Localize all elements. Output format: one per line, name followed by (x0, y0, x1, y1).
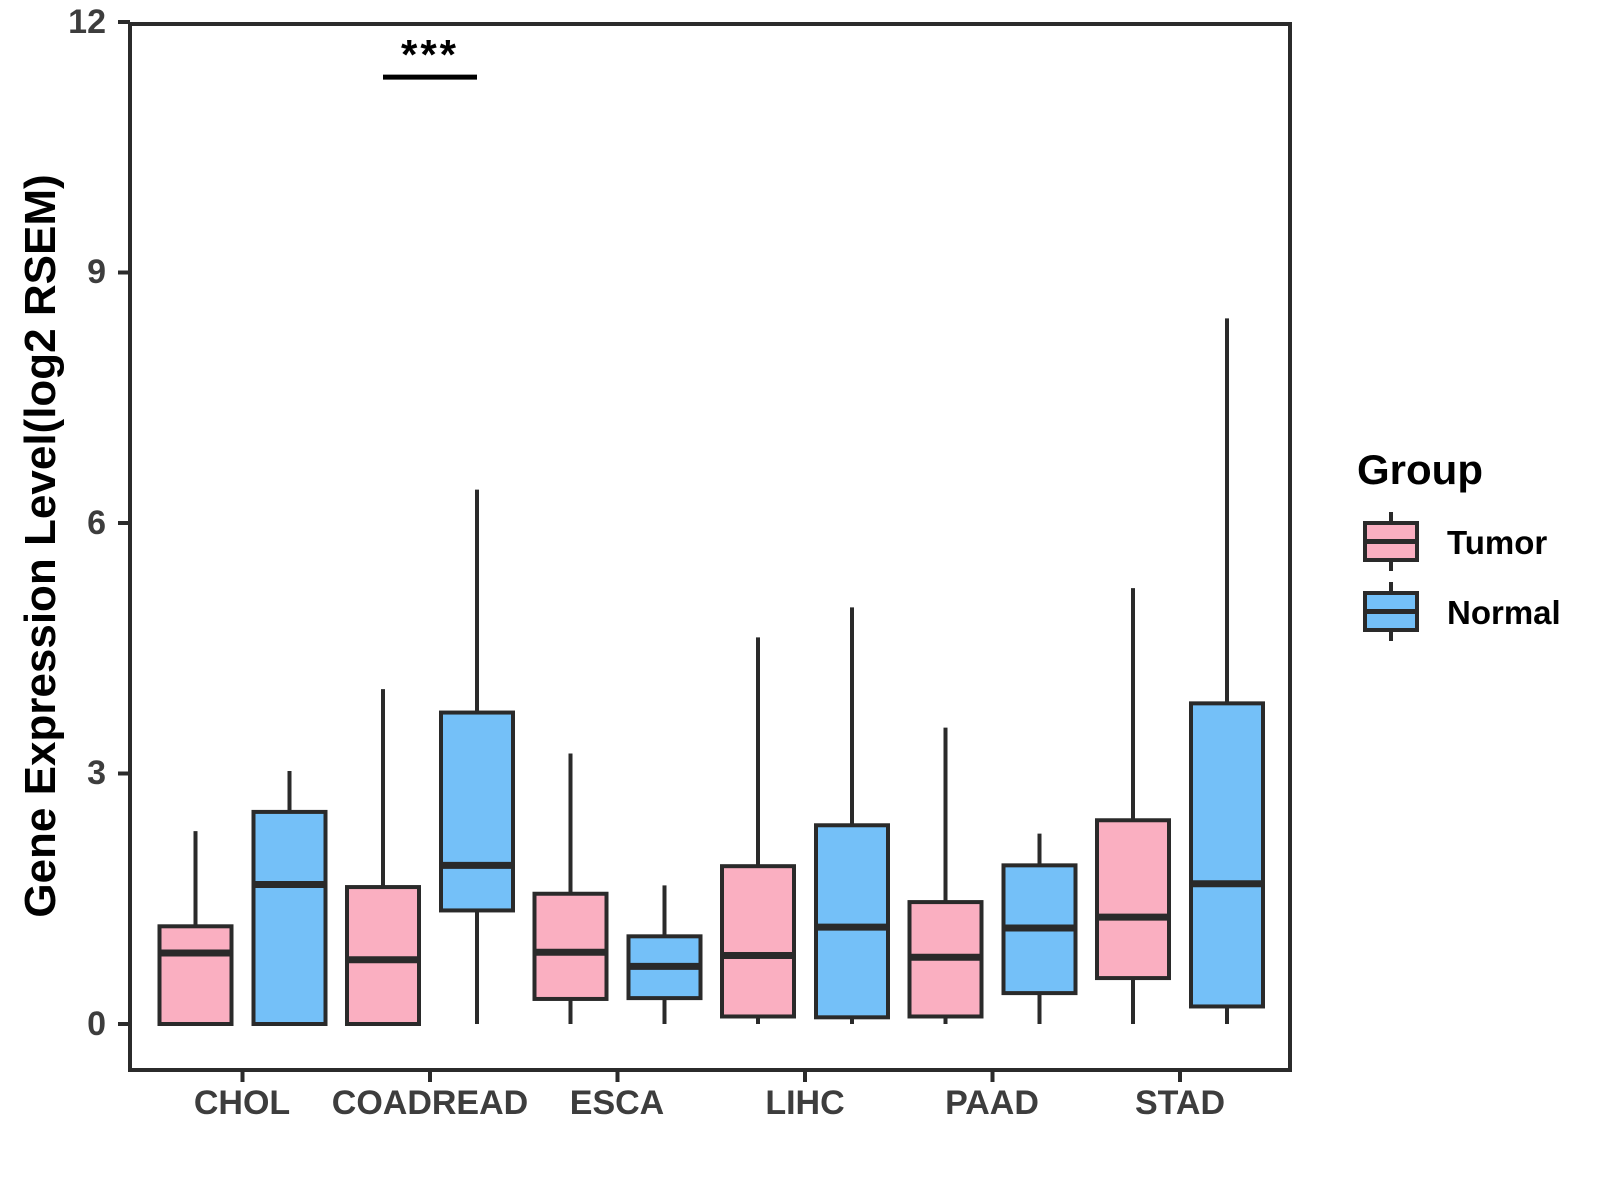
panel-border (128, 22, 1292, 1072)
box-tumor-esca (532, 891, 609, 1001)
y-tick-label-3: 3 (87, 754, 106, 792)
y-tick-label-9: 9 (87, 253, 106, 291)
y-tick-label-0: 0 (87, 1005, 106, 1043)
box-normal-lihc (814, 823, 890, 1020)
x-tick-label-coadread: COADREAD (331, 1084, 529, 1122)
x-tick-label-paad: PAAD (945, 1084, 1039, 1122)
y-tick-label-6: 6 (87, 504, 106, 542)
y-tick-label-12: 12 (68, 3, 106, 41)
box-tumor-stad (1095, 818, 1171, 981)
box-tumor-coadread (345, 885, 421, 1026)
box-normal-coadread (439, 710, 515, 913)
significance-stars: *** (400, 31, 460, 78)
box-tumor-chol (157, 924, 234, 1026)
box-normal-stad (1189, 701, 1265, 1009)
x-tick-label-stad: STAD (1134, 1084, 1226, 1122)
box-tumor-lihc (720, 864, 796, 1019)
x-tick-label-chol: CHOL (193, 1084, 291, 1122)
legend-title: Group (1357, 446, 1483, 493)
legend-label-normal: Normal (1447, 594, 1561, 631)
x-tick-label-esca: ESCA (569, 1084, 665, 1122)
box-normal-chol (251, 809, 328, 1026)
legend-label-tumor: Tumor (1447, 524, 1548, 561)
x-tick-label-lihc: LIHC (765, 1084, 845, 1122)
